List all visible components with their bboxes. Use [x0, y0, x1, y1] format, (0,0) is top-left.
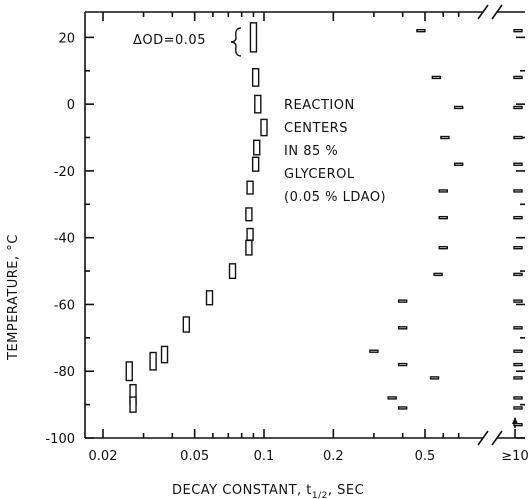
axis-break-mark [477, 430, 489, 446]
x-axis-title-subscript: 1/2 [312, 491, 328, 499]
data-mark-fast [253, 139, 261, 156]
scale-bar-brace [230, 27, 242, 57]
x-axis-title-unit: , SEC [328, 483, 364, 498]
data-mark-fast [129, 396, 137, 413]
scale-bar-annotation: ΔOD=0.05 [133, 27, 242, 57]
data-mark-fast [260, 118, 268, 137]
x-tick-label-ten: ≥10 [501, 449, 528, 464]
y-tick-label: -40 [54, 232, 75, 247]
data-mark-very-slow [513, 105, 523, 110]
data-mark-very-slow [513, 162, 523, 166]
data-mark-fast [251, 68, 260, 87]
data-mark-very-slow [513, 406, 523, 410]
y-tick-label: 20 [58, 31, 75, 46]
y-axis-title: TEMPERATURE, °C [6, 234, 21, 361]
data-mark-very-slow [513, 215, 523, 220]
data-mark-fast [245, 207, 253, 222]
data-mark-fast [160, 345, 169, 364]
data-mark-very-slow [513, 376, 523, 380]
data-mark-very-slow [513, 422, 523, 427]
y-tick-label: -60 [54, 298, 75, 313]
sample-annotation: REACTION CENTERS IN 85 % GLYCEROL (0.05 … [284, 98, 386, 205]
annotation-line-2: CENTERS [284, 121, 348, 136]
data-mark-slow [433, 272, 443, 277]
y-tick-label: 0 [67, 98, 75, 113]
data-mark-very-slow [513, 75, 523, 80]
data-mark-very-slow [513, 326, 523, 330]
data-mark-very-slow [513, 189, 523, 193]
data-mark-very-slow [513, 299, 523, 303]
annotation-line-5: (0.05 % LDAO) [284, 190, 386, 205]
x-tick-label: 0.2 [323, 449, 344, 464]
data-mark-slow [440, 135, 450, 140]
data-mark-fast [182, 316, 191, 333]
y-tick-label: -20 [54, 165, 75, 180]
x-tick-label: 0.02 [89, 449, 118, 464]
data-mark-very-slow [513, 362, 523, 367]
x-tick-label: 0.05 [180, 449, 209, 464]
data-mark-fast [245, 239, 253, 256]
y-tick-label: -80 [54, 365, 75, 380]
data-mark-fast [251, 156, 260, 172]
data-marks [125, 22, 523, 427]
axis-break-mark [491, 4, 503, 20]
data-mark-fast [254, 94, 262, 114]
data-mark-fast [149, 351, 157, 371]
x-axis-title: DECAY CONSTANT, t1/2, SEC [172, 483, 364, 499]
data-mark-slow [397, 299, 408, 303]
data-mark-slow [397, 362, 408, 367]
axis-break-mark [477, 4, 489, 20]
x-tick-arrow-head [512, 417, 518, 424]
annotation-line-1: REACTION [284, 98, 355, 113]
y-tick-label: -100 [45, 432, 75, 447]
annotation-line-4: GLYCEROL [284, 167, 355, 182]
x-axis-title-main: DECAY CONSTANT, t [172, 483, 312, 498]
data-mark-slow [429, 376, 440, 380]
data-mark-slow [438, 189, 448, 193]
data-mark-slow [453, 105, 464, 110]
data-mark-fast [246, 227, 254, 241]
data-mark-fast [125, 361, 133, 382]
data-mark-very-slow [513, 246, 523, 250]
data-mark-slow [387, 396, 397, 400]
axis-ticks: 20 0 -20 -40 -60 -80 -100 0.02 0.05 0.1 0.2 0.5 ≥10 [45, 12, 528, 464]
data-mark-very-slow [513, 272, 523, 277]
axis-break-mark [491, 430, 503, 446]
scale-bar-label: ΔOD=0.05 [133, 33, 206, 48]
x-tick-label: 0.1 [254, 449, 275, 464]
data-mark-fast [246, 180, 254, 195]
data-mark-slow [397, 406, 408, 410]
x-tick-label: 0.5 [415, 449, 436, 464]
data-mark-very-slow [513, 28, 523, 33]
axes [84, 4, 525, 446]
data-mark-very-slow [513, 396, 523, 400]
annotation-line-3: IN 85 % [284, 144, 338, 159]
data-mark-fast [249, 22, 258, 53]
data-mark-fast [205, 290, 214, 306]
data-mark-slow [397, 326, 408, 330]
data-mark-slow [369, 349, 379, 353]
data-mark-slow [453, 162, 464, 166]
data-mark-slow [431, 75, 442, 80]
data-mark-fast [228, 263, 237, 280]
data-mark-slow [416, 28, 426, 33]
data-mark-slow [438, 246, 448, 250]
data-mark-slow [438, 215, 448, 220]
data-mark-very-slow [513, 135, 523, 140]
data-mark-very-slow [513, 349, 523, 353]
